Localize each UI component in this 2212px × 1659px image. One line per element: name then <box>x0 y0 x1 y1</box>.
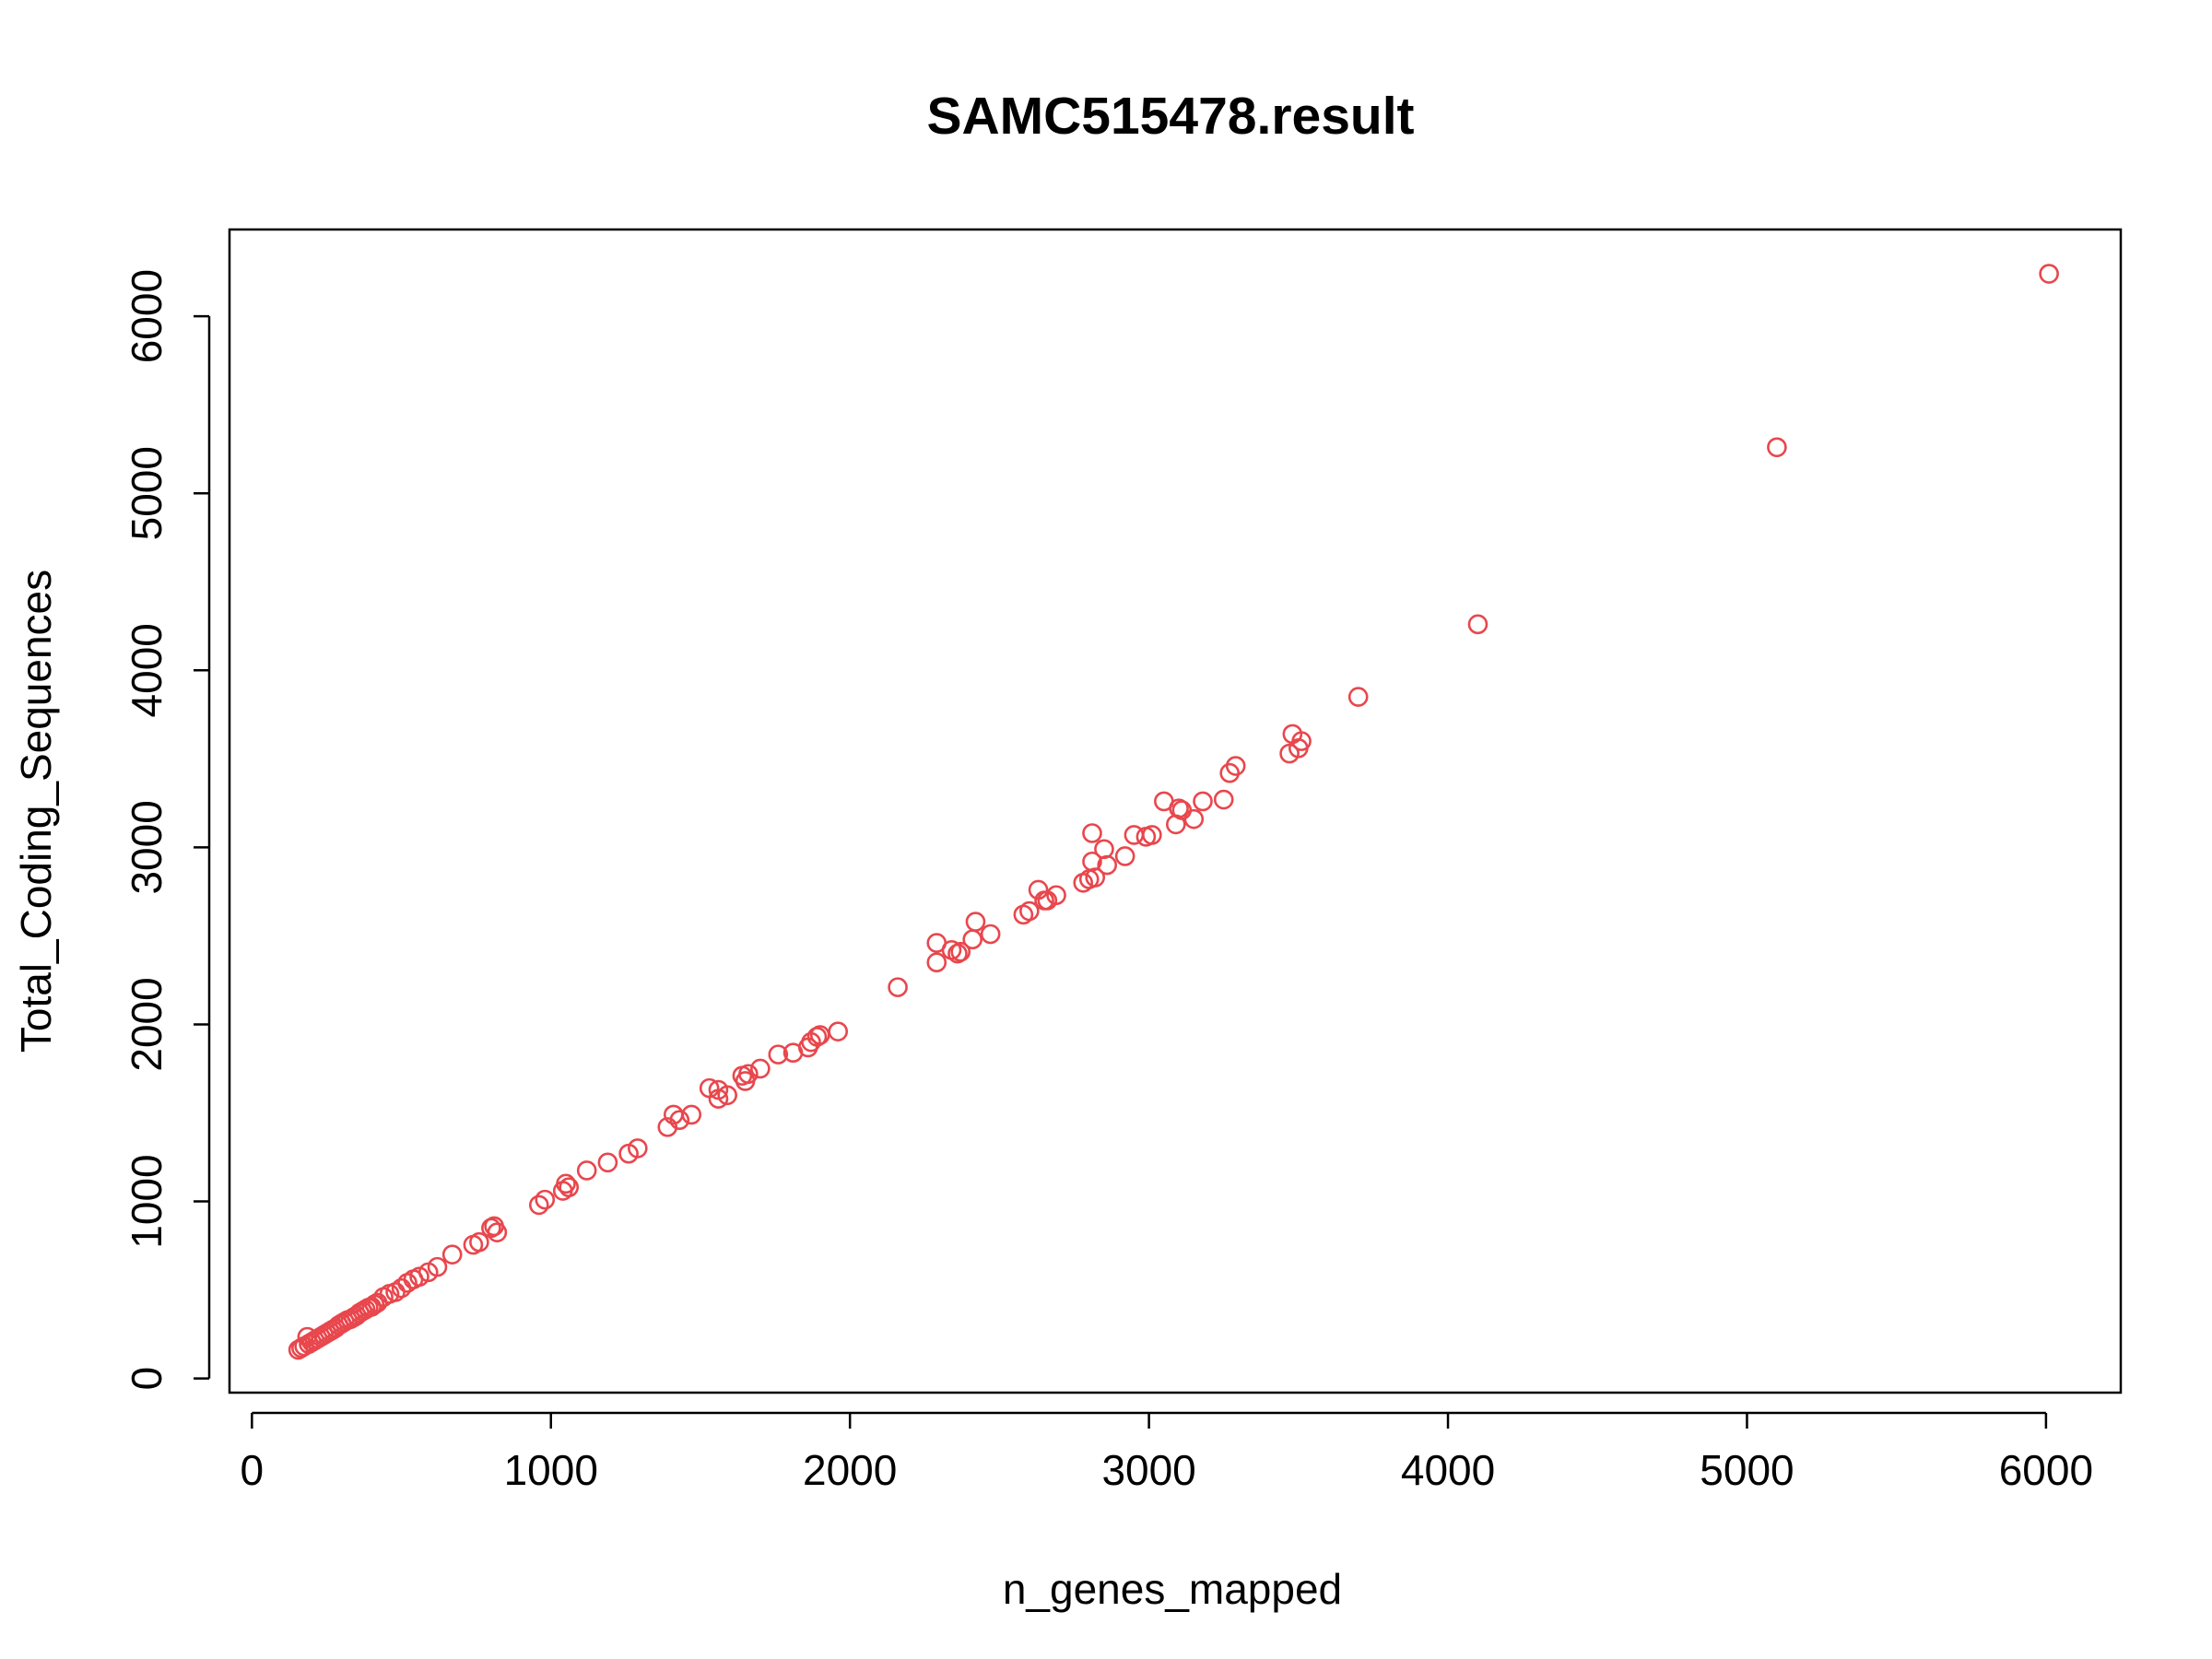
data-point <box>1046 885 1066 906</box>
data-point <box>1082 823 1102 843</box>
data-point <box>1019 900 1040 922</box>
data-point <box>1347 687 1369 707</box>
x-axis: 0 1000 2000 3000 4000 5000 6000 <box>241 1411 2093 1494</box>
x-axis-label: n_genes_mapped <box>1003 1565 1342 1613</box>
data-point <box>1225 756 1246 776</box>
data-point <box>1213 789 1234 810</box>
data-point <box>2039 264 2059 284</box>
x-tick-label: 0 <box>241 1446 265 1494</box>
data-point <box>1142 825 1162 845</box>
y-axis-label: Total_Coding_Sequences <box>12 570 60 1053</box>
x-tick-label: 5000 <box>1700 1446 1794 1494</box>
chart-title: SAMC515478.result <box>926 87 1414 146</box>
x-tick-label: 4000 <box>1401 1446 1495 1494</box>
data-point <box>962 929 983 950</box>
y-tick-label: 1000 <box>123 1154 171 1248</box>
data-point <box>980 924 1001 945</box>
data-point <box>1183 808 1205 830</box>
data-point <box>965 912 986 932</box>
y-tick-label: 0 <box>123 1367 171 1391</box>
x-tick-label: 2000 <box>803 1446 897 1494</box>
data-point <box>1193 791 1213 812</box>
plot-frame <box>228 228 2123 1394</box>
data-point <box>628 1138 648 1159</box>
data-point <box>717 1085 737 1106</box>
data-point <box>888 977 908 997</box>
data-point <box>469 1231 489 1253</box>
data-point <box>708 1088 729 1109</box>
data-point <box>556 1173 576 1194</box>
data-point <box>828 1021 849 1041</box>
x-tick-label: 6000 <box>1999 1446 2093 1494</box>
x-tick-label: 1000 <box>504 1446 598 1494</box>
data-point <box>1767 437 1787 458</box>
data-point <box>1097 854 1117 876</box>
data-point <box>738 1064 759 1085</box>
data-point <box>669 1110 690 1130</box>
data-point <box>427 1256 448 1277</box>
data-point <box>926 952 947 973</box>
data-point <box>559 1177 580 1197</box>
data-point <box>1291 731 1312 751</box>
y-tick-label: 2000 <box>123 977 171 1071</box>
data-point <box>528 1194 549 1216</box>
data-point <box>1028 879 1049 900</box>
y-tick-label: 5000 <box>123 446 171 540</box>
data-point <box>750 1058 771 1079</box>
data-point <box>1094 839 1114 860</box>
data-point <box>597 1152 618 1173</box>
data-points <box>288 264 2059 1360</box>
y-tick-label: 3000 <box>123 800 171 894</box>
data-point <box>1085 867 1106 888</box>
y-axis: 0 1000 2000 3000 4000 5000 6000 <box>123 269 211 1391</box>
y-tick-label: 6000 <box>123 269 171 363</box>
data-point <box>1114 846 1135 866</box>
x-tick-label: 3000 <box>1101 1446 1195 1494</box>
data-point <box>441 1244 463 1265</box>
data-point <box>681 1104 702 1125</box>
y-tick-label: 4000 <box>123 623 171 717</box>
data-point <box>576 1160 597 1181</box>
data-point <box>1467 614 1488 635</box>
data-point <box>950 941 971 962</box>
data-point <box>768 1044 789 1065</box>
data-point <box>535 1189 556 1210</box>
data-point <box>409 1266 429 1287</box>
data-point <box>487 1222 508 1242</box>
